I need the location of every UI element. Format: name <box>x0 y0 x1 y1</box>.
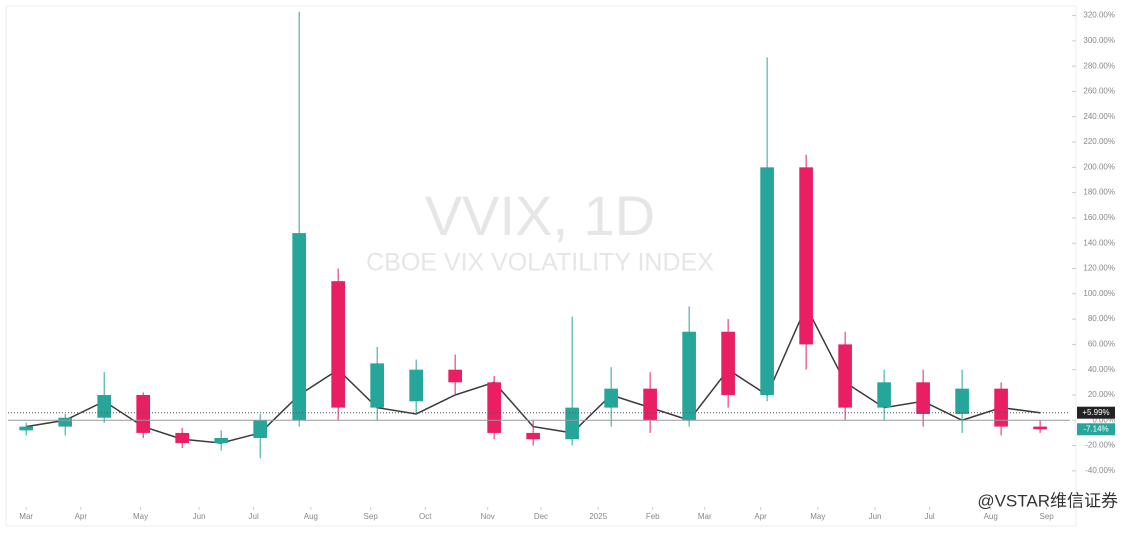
candle-body <box>721 331 735 395</box>
x-tick-label: Aug <box>304 512 318 521</box>
candle-body <box>994 388 1008 427</box>
last-value-label: -7.14% <box>1083 424 1108 433</box>
y-tick-label: 180.00% <box>1083 188 1115 197</box>
x-tick-label: Sep <box>364 512 379 521</box>
y-tick-label: 240.00% <box>1083 112 1115 121</box>
candle-body <box>760 167 774 395</box>
x-tick-label: Feb <box>646 512 660 521</box>
plot-frame <box>5 5 1077 527</box>
candle-body <box>877 382 891 408</box>
candle-body <box>448 369 462 383</box>
candle-body <box>253 420 268 438</box>
last-value-box <box>1077 423 1115 436</box>
candle-body <box>526 432 540 440</box>
y-tick-label: 100.00% <box>1083 289 1115 298</box>
last-value-label: +5.99% <box>1082 408 1109 417</box>
candle-body <box>682 331 696 421</box>
y-tick-label: 320.00% <box>1083 11 1115 20</box>
y-tick-label: 20.00% <box>1088 390 1115 399</box>
y-tick-label: 140.00% <box>1083 238 1115 247</box>
x-tick-label: Sep <box>1039 512 1054 521</box>
candle-body <box>1033 426 1047 430</box>
x-tick-label: Mar <box>19 512 33 521</box>
x-tick-label: May <box>133 512 148 521</box>
x-tick-label: Mar <box>698 512 712 521</box>
candle-body <box>916 382 930 414</box>
candle-body <box>214 437 229 444</box>
x-tick-label: Nov <box>481 512 495 521</box>
y-tick-label: -20.00% <box>1085 441 1115 450</box>
watermark-title: VVIX, 1D <box>425 184 655 247</box>
y-tick-label: 280.00% <box>1083 61 1115 70</box>
y-tick-label: 220.00% <box>1083 137 1115 146</box>
candle-body <box>97 394 112 418</box>
last-value-box <box>1077 406 1115 419</box>
x-tick-label: Jun <box>869 512 882 521</box>
candle-body <box>136 394 151 433</box>
candle-body <box>331 281 345 408</box>
y-tick-label: 260.00% <box>1083 87 1115 96</box>
y-tick-label: 120.00% <box>1083 264 1115 273</box>
x-tick-label: Oct <box>419 512 432 521</box>
candle-body <box>58 417 73 427</box>
x-tick-label: Apr <box>754 512 767 521</box>
y-tick-label: -40.00% <box>1085 466 1115 475</box>
candle-body <box>370 363 384 408</box>
candle-body <box>175 432 190 444</box>
y-tick-label: 40.00% <box>1088 365 1115 374</box>
credit: @VSTAR维信证券 <box>977 491 1118 510</box>
candle-body <box>487 382 501 433</box>
candle-body <box>292 233 306 421</box>
candle-body <box>799 167 813 345</box>
candle-body <box>838 344 852 408</box>
y-tick-label: 160.00% <box>1083 213 1115 222</box>
candle-body <box>955 388 969 414</box>
x-tick-label: Aug <box>984 512 998 521</box>
y-tick-label: 0.00% <box>1092 415 1115 424</box>
x-tick-label: Jul <box>924 512 934 521</box>
candle-body <box>565 407 579 440</box>
x-tick-label: Dec <box>534 512 548 521</box>
watermark-subtitle: CBOE VIX VOLATILITY INDEX <box>366 249 714 277</box>
y-tick-label: 80.00% <box>1088 314 1115 323</box>
x-tick-label: Apr <box>75 512 88 521</box>
candle-body <box>19 426 34 431</box>
candle-body <box>409 369 423 402</box>
y-tick-label: 200.00% <box>1083 162 1115 171</box>
y-tick-label: 300.00% <box>1083 36 1115 45</box>
x-tick-label: May <box>810 512 825 521</box>
x-tick-label: 2025 <box>589 512 607 521</box>
candle-body <box>604 388 618 408</box>
candle-body <box>643 388 657 421</box>
y-tick-label: 60.00% <box>1088 340 1115 349</box>
x-tick-label: Jul <box>249 512 259 521</box>
x-tick-label: Jun <box>193 512 206 521</box>
